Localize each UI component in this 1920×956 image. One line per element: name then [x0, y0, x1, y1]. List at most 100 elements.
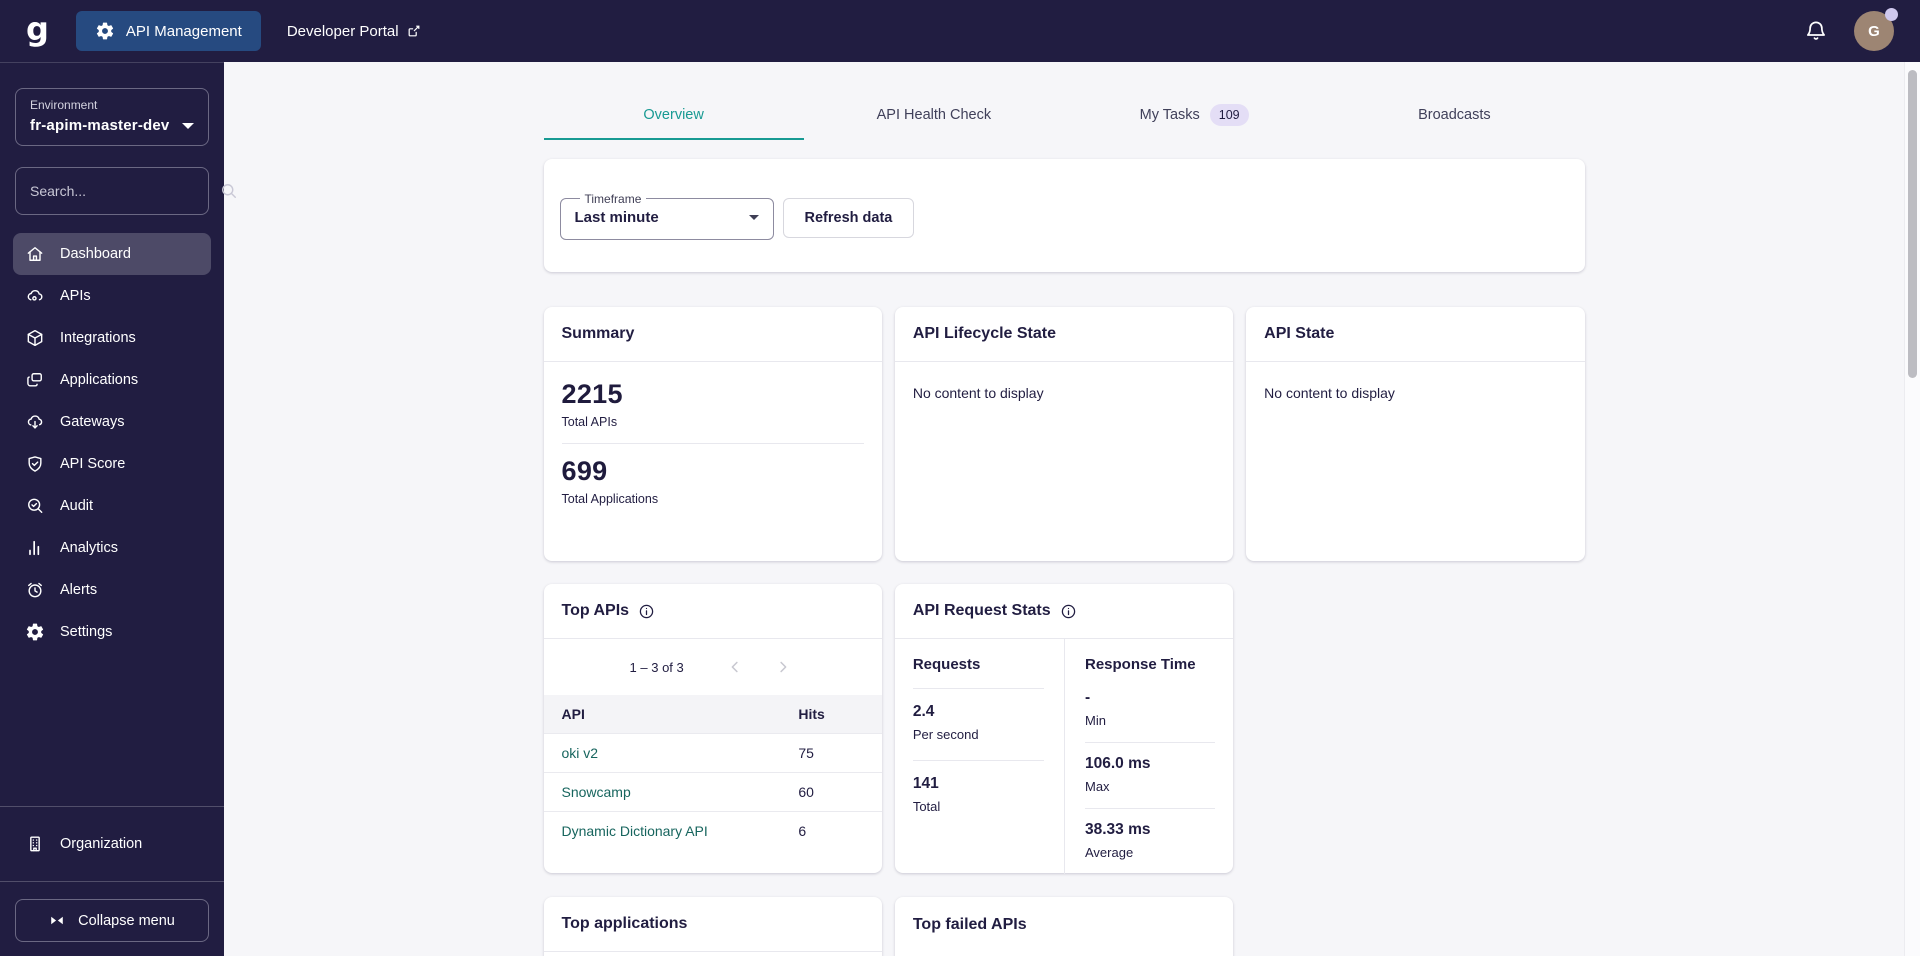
developer-portal-link[interactable]: Developer Portal — [287, 23, 421, 40]
developer-portal-label: Developer Portal — [286, 22, 399, 40]
info-icon[interactable] — [1060, 603, 1077, 620]
card-title: API State — [1246, 307, 1585, 362]
sidebar-item-label: API Score — [60, 456, 126, 472]
cloud-download-icon — [25, 412, 45, 432]
sidebar-item-apis[interactable]: APIs — [13, 275, 211, 317]
top-apis-title: Top APIs — [561, 602, 630, 619]
sidebar-bottom: Organization Collapse menu — [0, 806, 224, 956]
avatar-initial: G — [1868, 22, 1880, 40]
search-icon — [219, 181, 239, 201]
environment-value: fr-apim-master-dev — [30, 117, 170, 134]
api-lifecycle-state-card: API Lifecycle State No content to displa… — [894, 307, 1234, 561]
table-header-row: API Hits — [543, 695, 882, 734]
tab-overview[interactable]: Overview — [543, 90, 805, 140]
sidebar-item-dashboard[interactable]: Dashboard — [13, 233, 211, 275]
total-apis-value: 2215 — [561, 379, 623, 409]
collapse-menu-button[interactable]: Collapse menu — [15, 899, 209, 942]
timeframe-select[interactable]: Timeframe Last minute — [559, 191, 774, 240]
api-state-card: API State No content to display — [1246, 307, 1585, 561]
divider — [912, 688, 1044, 689]
response-average-label: Average — [1084, 845, 1134, 860]
timeframe-label: Timeframe — [584, 191, 642, 206]
organization-label: Organization — [60, 836, 143, 852]
tab-my-tasks[interactable]: My Tasks 109 — [1064, 90, 1324, 140]
sidebar-item-alerts[interactable]: Alerts — [13, 569, 211, 611]
sidebar-search — [15, 167, 236, 215]
timeframe-toolbar-card: Timeframe Last minute Refresh data — [543, 159, 1585, 272]
api-request-stats-title: API Request Stats — [912, 602, 1051, 619]
sidebar-item-label: Gateways — [60, 414, 125, 430]
api-state-title: API State — [1264, 325, 1335, 342]
card-title: API Lifecycle State — [894, 307, 1234, 362]
scrollbar-thumb[interactable] — [1908, 70, 1917, 378]
requests-per-second-label: Per second — [912, 727, 979, 742]
collapse-menu-label: Collapse menu — [78, 912, 175, 929]
api-management-button[interactable]: API Management — [75, 11, 261, 51]
topbar: g API Management Developer Portal G — [0, 0, 1920, 62]
api-link[interactable]: Dynamic Dictionary API — [561, 823, 708, 839]
scrollbar-track[interactable] — [1904, 62, 1920, 956]
sidebar-item-label: Integrations — [60, 330, 136, 346]
tab-broadcasts[interactable]: Broadcasts — [1324, 90, 1584, 140]
table-row: oki v2 75 — [543, 733, 882, 773]
refresh-data-button[interactable]: Refresh data — [782, 198, 915, 238]
sidebar-item-settings[interactable]: Settings — [13, 611, 211, 653]
summary-title: Summary — [561, 325, 635, 342]
user-avatar[interactable]: G — [1854, 8, 1898, 51]
divider — [561, 443, 864, 444]
sidebar-menu: Dashboard APIs Integrations Applications… — [13, 233, 211, 653]
bar-chart-icon — [25, 538, 45, 558]
card-title: API Request Stats — [894, 584, 1234, 639]
next-page-button[interactable] — [770, 654, 796, 680]
environment-selector[interactable]: Environment fr-apim-master-dev — [15, 88, 209, 146]
previous-page-button[interactable] — [722, 654, 748, 680]
api-request-stats-card: API Request Stats Requests 2.4 Per secon… — [894, 584, 1234, 874]
sidebar-item-gateways[interactable]: Gateways — [13, 401, 211, 443]
divider — [0, 881, 224, 882]
presence-dot — [1885, 8, 1898, 21]
sidebar-item-integrations[interactable]: Integrations — [13, 317, 211, 359]
divider — [0, 806, 224, 807]
tab-api-health-check[interactable]: API Health Check — [804, 90, 1064, 140]
sidebar-item-api-score[interactable]: API Score — [13, 443, 211, 485]
api-link[interactable]: oki v2 — [561, 745, 599, 761]
column-header-api: API — [543, 695, 781, 734]
card-title: Top APIs — [543, 584, 882, 639]
sidebar: Environment fr-apim-master-dev Dashboard… — [0, 62, 236, 956]
info-icon[interactable] — [638, 603, 655, 620]
main-content: Overview API Health Check My Tasks 109 B… — [224, 62, 1904, 956]
search-input[interactable] — [30, 183, 211, 199]
magnifier-check-icon — [25, 496, 45, 516]
sidebar-item-label: Audit — [60, 498, 94, 514]
gear-icon — [25, 622, 45, 642]
hits-value: 60 — [780, 772, 882, 812]
top-failed-apis-card: Top failed APIs — [894, 897, 1234, 956]
gravitee-logo[interactable]: g — [26, 10, 49, 48]
sidebar-item-applications[interactable]: Applications — [13, 359, 211, 401]
divider — [1084, 742, 1216, 743]
building-icon — [25, 834, 45, 854]
empty-message: No content to display — [912, 385, 1044, 401]
top-applications-card: Top applications — [543, 897, 882, 956]
response-average-value: 38.33 ms — [1084, 821, 1151, 838]
sidebar-item-analytics[interactable]: Analytics — [13, 527, 211, 569]
sidebar-item-organization[interactable]: Organization — [0, 807, 224, 881]
total-applications-value: 699 — [561, 456, 608, 486]
cloud-api-icon — [25, 286, 45, 306]
collapse-arrows-icon — [49, 914, 65, 927]
notifications-bell-icon[interactable] — [1803, 18, 1829, 44]
api-lifecycle-state-title: API Lifecycle State — [912, 325, 1056, 342]
topbar-actions: G — [1803, 8, 1898, 51]
api-link[interactable]: Snowcamp — [561, 784, 631, 800]
sidebar-item-audit[interactable]: Audit — [13, 485, 211, 527]
card-title: Summary — [543, 307, 882, 362]
requests-header: Requests — [912, 656, 981, 673]
table-row: Dynamic Dictionary API 6 — [544, 812, 882, 851]
card-title: Top applications — [543, 897, 882, 952]
hits-value: 6 — [798, 823, 807, 839]
requests-total-label: Total — [912, 799, 941, 814]
paginator-range-label: 1 – 3 of 3 — [629, 659, 684, 675]
tab-label: API Health Check — [876, 107, 992, 123]
home-icon — [25, 244, 45, 264]
environment-label: Environment — [30, 98, 98, 112]
